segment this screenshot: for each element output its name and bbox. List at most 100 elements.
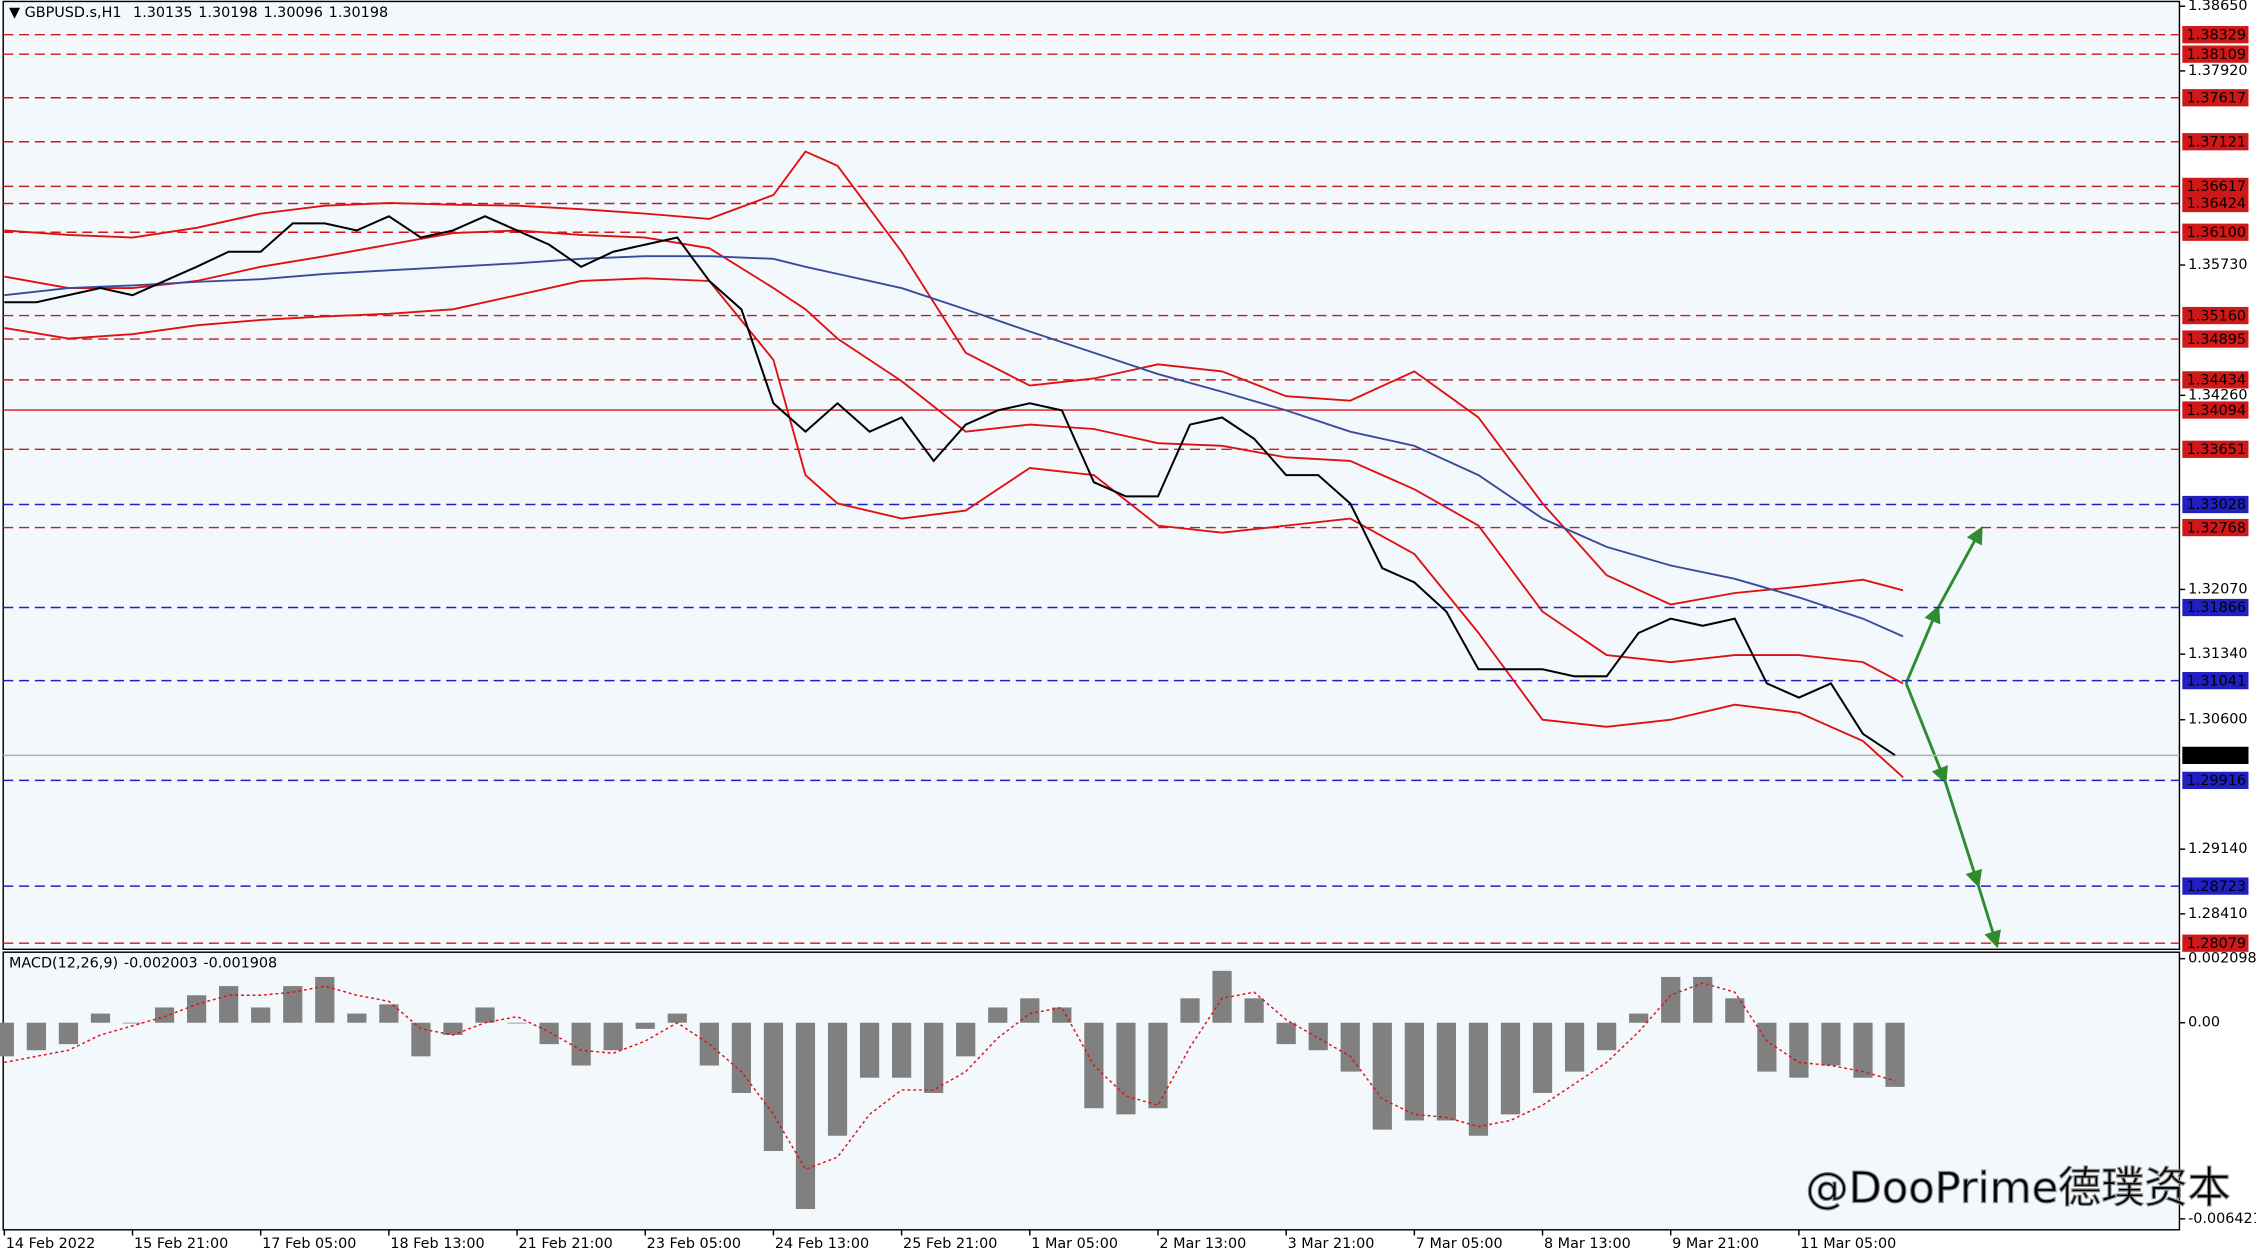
macd-bar — [90, 1013, 111, 1023]
price-line — [4, 215, 1896, 757]
forecast-arrows — [1904, 526, 2001, 949]
level-label: 1.37617 — [2187, 90, 2246, 106]
macd-bar — [58, 1022, 79, 1045]
macd-bar — [122, 1022, 143, 1024]
macd-bar — [219, 986, 239, 1023]
level-tag — [2182, 194, 2249, 213]
macd-bar — [154, 1007, 175, 1023]
y-tick-label: 1.29140 — [2188, 841, 2247, 857]
symbol: GBPUSD.s,H1 — [25, 5, 122, 21]
macd-bar — [0, 1022, 14, 1057]
macd-bar — [283, 986, 303, 1023]
level-label: 1.32768 — [2187, 520, 2246, 536]
quote-close: 1.30198 — [329, 5, 388, 21]
band-line — [4, 255, 1904, 638]
arrow-down-1 — [1904, 682, 1948, 785]
level-label: 1.38329 — [2187, 27, 2246, 43]
level-label: 1.36617 — [2187, 179, 2246, 195]
x-tick-label: 21 Feb 21:00 — [519, 1236, 613, 1252]
level-tag — [2182, 401, 2249, 419]
level-tag — [2182, 177, 2249, 196]
macd-bar — [507, 1022, 527, 1024]
macd-bar — [1244, 998, 1264, 1023]
level-tag — [2182, 877, 2249, 895]
macd-bar — [635, 1022, 655, 1029]
macd-bar — [667, 1013, 687, 1023]
level-tag — [2182, 934, 2249, 952]
band-line — [4, 229, 1904, 685]
level-label: 1.38109 — [2187, 47, 2246, 63]
arrow-down-2 — [1943, 780, 1983, 888]
macd-bar — [315, 976, 335, 1023]
macd-bar — [571, 1022, 591, 1066]
level-label: 1.34434 — [2187, 373, 2246, 389]
macd-bar — [1821, 1022, 1841, 1066]
level-label: 1.28079 — [2187, 936, 2246, 952]
level-label: 1.35160 — [2187, 308, 2246, 324]
macd-y-tick-label: -0.006421 — [2188, 1211, 2256, 1227]
macd-bar — [956, 1022, 976, 1057]
macd-bar — [475, 1007, 495, 1023]
level-label: 1.36424 — [2187, 196, 2246, 212]
macd-bar — [1789, 1022, 1809, 1078]
y-tick-label: 1.34260 — [2188, 387, 2247, 403]
x-tick-label: 2 Mar 13:00 — [1159, 1236, 1246, 1252]
macd-bar — [859, 1022, 880, 1078]
menu-icon: ▼ — [9, 5, 25, 21]
quote-open: 1.30135 — [133, 5, 192, 21]
level-label: 1.33651 — [2187, 442, 2246, 458]
macd-bar — [892, 1022, 912, 1078]
macd-bar — [1180, 998, 1200, 1023]
x-tick-label: 8 Mar 13:00 — [1544, 1236, 1631, 1252]
arrow-down-3 — [1976, 884, 2001, 949]
y-tick-label: 1.35730 — [2188, 257, 2247, 273]
macd-bar — [924, 1022, 944, 1093]
level-tag — [2182, 306, 2249, 325]
y-tick-label: 1.38650 — [2188, 0, 2247, 14]
macd-bar — [603, 1022, 623, 1051]
macd-bar — [1532, 1022, 1553, 1093]
macd-bar — [1212, 970, 1232, 1023]
level-label: 1.31866 — [2187, 600, 2246, 616]
macd-bar — [1661, 976, 1681, 1023]
macd-bar — [795, 1022, 816, 1210]
macd-bar — [379, 1004, 399, 1023]
level-tag — [2182, 45, 2249, 63]
macd-bar — [1885, 1022, 1905, 1087]
arrow-up-2 — [1936, 526, 1983, 610]
macd-bar — [1468, 1022, 1489, 1136]
macd-bar — [1853, 1022, 1873, 1078]
macd-bar — [1436, 1022, 1457, 1121]
macd-bar — [763, 1022, 784, 1152]
macd-main: -0.002003 — [124, 956, 198, 972]
level-tag — [2182, 495, 2249, 514]
macd-bar — [347, 1013, 367, 1023]
level-tag — [2182, 89, 2249, 107]
y-tick-label: 1.30600 — [2188, 712, 2247, 728]
level-label: 1.31041 — [2187, 673, 2246, 689]
macd-bar — [1693, 976, 1713, 1023]
macd-bar — [1629, 1013, 1649, 1023]
level-tag — [2182, 371, 2249, 389]
macd-bar — [1116, 1022, 1136, 1115]
y-tick-label: 1.31340 — [2188, 646, 2247, 662]
macd-bar — [443, 1022, 463, 1035]
x-tick-label: 25 Feb 21:00 — [903, 1236, 997, 1252]
x-tick-label: 17 Feb 05:00 — [262, 1236, 356, 1252]
arrow-up-1 — [1904, 605, 1941, 684]
macd-bar — [26, 1022, 46, 1051]
x-tick-label: 1 Mar 05:00 — [1031, 1236, 1118, 1252]
macd-bar — [827, 1022, 848, 1136]
x-tick-label: 23 Feb 05:00 — [647, 1236, 741, 1252]
level-label: 1.37121 — [2187, 134, 2246, 150]
macd-bar — [1500, 1022, 1521, 1115]
level-tag — [2182, 746, 2249, 765]
quote-low: 1.30096 — [263, 5, 322, 21]
level-tag — [2182, 672, 2249, 690]
level-label: 1.36100 — [2187, 225, 2246, 241]
level-label: 1.34895 — [2187, 332, 2246, 348]
level-tag — [2182, 440, 2249, 458]
macd-bar — [731, 1022, 752, 1093]
